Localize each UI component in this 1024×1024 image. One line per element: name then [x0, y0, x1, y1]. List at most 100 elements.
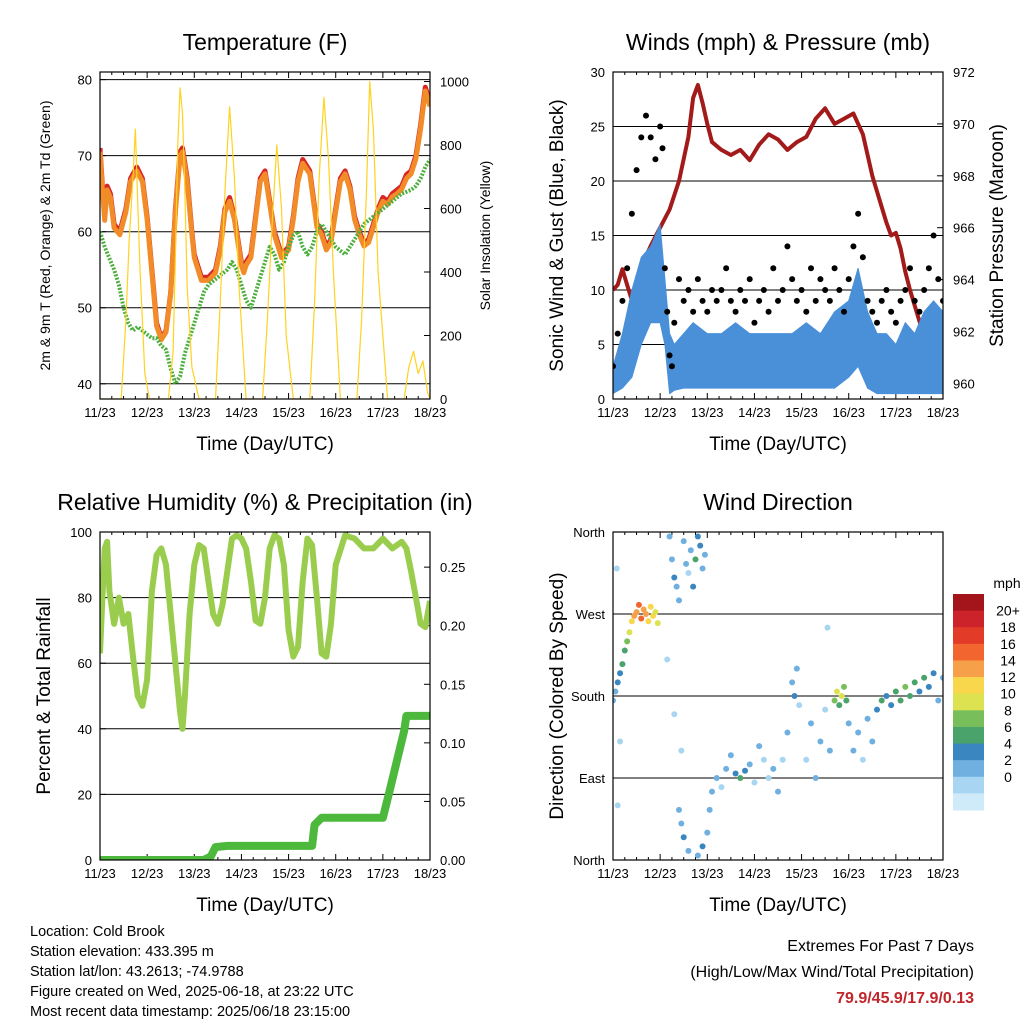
gust-point [765, 308, 772, 315]
plot-frame [612, 531, 944, 861]
y-right-tick-label: 600 [440, 202, 462, 217]
gust-point [659, 145, 666, 152]
gust-point [925, 265, 932, 272]
direction-point [833, 688, 840, 695]
direction-point [617, 738, 624, 745]
x-tick-label: 17/23 [367, 405, 400, 420]
direction-point [704, 829, 711, 836]
colorbar-swatch [953, 627, 984, 645]
direction-point [617, 670, 624, 677]
x-tick-label: 14/23 [738, 405, 771, 420]
extremes-title: Extremes For Past 7 Days [787, 938, 974, 955]
gust-point [817, 276, 824, 283]
series-rh [100, 532, 430, 732]
gust-point [855, 210, 862, 217]
gust-point [718, 287, 725, 293]
gust-point [789, 276, 796, 283]
direction-point [838, 693, 845, 699]
direction-point [694, 533, 701, 540]
x-tick-label: 13/23 [178, 866, 211, 881]
y-right-tick-label: 0.25 [440, 560, 465, 575]
gust-point [916, 308, 923, 315]
plot-frame [99, 71, 431, 400]
x-axis-label: Time (Day/UTC) [709, 895, 847, 916]
gust-point [803, 308, 810, 315]
x-axis-label: Time (Day/UTC) [196, 434, 334, 455]
y-tick-label: 20 [78, 787, 92, 802]
gust-point [798, 287, 805, 293]
gust-point [756, 297, 763, 304]
colorbar-label: 20+ [996, 603, 1020, 619]
gust-point [676, 276, 682, 283]
y-right-tick-label: 200 [440, 329, 462, 344]
colorbar-title: mph [993, 575, 1020, 591]
gust-point [892, 319, 899, 326]
direction-point [692, 556, 699, 563]
gust-point [897, 297, 904, 304]
colorbar-swatch [953, 743, 984, 761]
created-text: Figure created on Wed, 2025-06-18, at 23… [30, 984, 354, 1000]
direction-point [869, 738, 876, 745]
direction-point [645, 618, 652, 625]
y-right-tick-label: 0.00 [440, 853, 465, 868]
gust-point [668, 363, 675, 370]
chart-title: Wind Direction [703, 489, 853, 515]
direction-point [836, 702, 843, 709]
series-group [100, 80, 430, 399]
gust-point [613, 363, 616, 370]
series-group [613, 533, 943, 859]
y-tick-label: 25 [591, 120, 605, 135]
direction-point [808, 720, 814, 727]
colorbar-label: 8 [1004, 702, 1012, 718]
gust-point [628, 210, 635, 217]
direction-point [633, 609, 640, 616]
colorbar-label: 2 [1004, 752, 1012, 768]
location-text: Location: Cold Brook [30, 924, 165, 940]
direction-point [699, 843, 706, 850]
x-tick-label: 12/23 [644, 405, 677, 420]
direction-point [883, 693, 890, 699]
colorbar-label: 14 [1000, 652, 1016, 668]
direction-point [664, 656, 671, 663]
direction-point [940, 674, 943, 681]
gust-point [690, 308, 697, 315]
x-tick-label: 13/23 [691, 866, 724, 881]
gust-point [845, 276, 852, 283]
elevation-text: Station elevation: 433.395 m [30, 944, 214, 960]
extremes-values: 79.9/45.9/17.9/0.13 [836, 990, 974, 1007]
direction-point [878, 697, 885, 704]
direction-point [841, 683, 847, 690]
direction-point [756, 743, 763, 750]
direction-point [654, 620, 661, 627]
x-tick-label: 14/23 [738, 866, 771, 881]
y-right-tick-label: 400 [440, 265, 462, 280]
direction-point [671, 711, 678, 718]
direction-point [676, 806, 682, 813]
y-right-tick-label: 960 [953, 376, 975, 391]
x-tick-label: 16/23 [832, 405, 865, 420]
series-group [613, 83, 943, 395]
gust-point [902, 287, 909, 293]
x-tick-label: 18/23 [927, 866, 960, 881]
chart-title: Relative Humidity (%) & Precipitation (i… [57, 489, 472, 515]
x-tick-label: 11/23 [597, 405, 629, 420]
x-tick-label: 11/23 [597, 866, 629, 881]
y-tick-label: 50 [78, 301, 92, 316]
direction-point [824, 624, 831, 631]
direction-point [822, 706, 829, 713]
colorbar-swatch [953, 677, 984, 695]
wind-direction-panel: Wind Direction 11/23 12/23 13/23 14/23 15/23 1… [547, 489, 959, 916]
gust-point [657, 123, 664, 130]
gust-point [723, 265, 730, 272]
colorbar-swatch [953, 610, 984, 628]
gust-point [643, 112, 649, 119]
direction-point [817, 738, 824, 745]
direction-point [892, 688, 899, 695]
y-tick-label: 40 [78, 377, 92, 392]
direction-point [718, 784, 725, 791]
x-tick-label: 14/23 [225, 866, 258, 881]
plot-frame [612, 71, 944, 400]
direction-point [673, 583, 680, 590]
gust-point [704, 308, 711, 315]
